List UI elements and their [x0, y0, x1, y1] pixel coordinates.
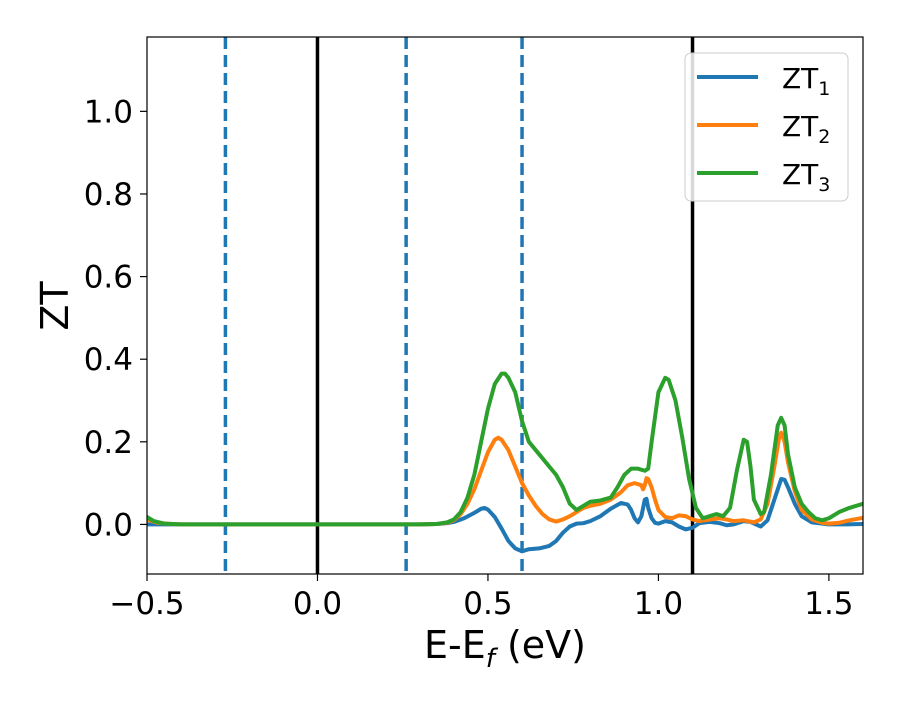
legend-box: [684, 52, 849, 202]
series-group: [147, 371, 863, 554]
legend-label-zt1: ZT1: [782, 62, 830, 100]
x-tick-label: 0.0: [293, 586, 342, 622]
x-tick-label: −0.5: [109, 586, 184, 622]
legend-label-zt2: ZT2: [782, 110, 830, 148]
x-tick-label: 1.5: [804, 586, 853, 622]
series-line-zt2: [147, 430, 863, 527]
legend: ZT1 ZT2 ZT3: [684, 52, 849, 202]
plot-frame: [146, 36, 864, 575]
series-line-zt1: [147, 476, 863, 554]
x-axis-label: E-Ef (eV): [424, 623, 586, 674]
y-axis-ticks: 0.0 0.2 0.4 0.6 0.8 1.0: [84, 94, 147, 543]
x-tick-label: 0.5: [463, 586, 512, 622]
y-tick-label: 0.0: [84, 507, 133, 543]
y-tick-label: 0.4: [84, 342, 133, 378]
series-line-zt3: [147, 371, 863, 527]
y-tick-label: 0.8: [84, 177, 133, 213]
y-tick-label: 1.0: [84, 94, 133, 130]
y-axis-label: ZT: [33, 281, 77, 331]
legend-label-zt3: ZT3: [782, 158, 830, 196]
y-tick-label: 0.6: [84, 260, 133, 296]
x-axis-ticks: −0.5 0.0 0.5 1.0 1.5: [109, 574, 854, 622]
y-tick-label: 0.2: [84, 425, 133, 461]
x-tick-label: 1.0: [634, 586, 683, 622]
